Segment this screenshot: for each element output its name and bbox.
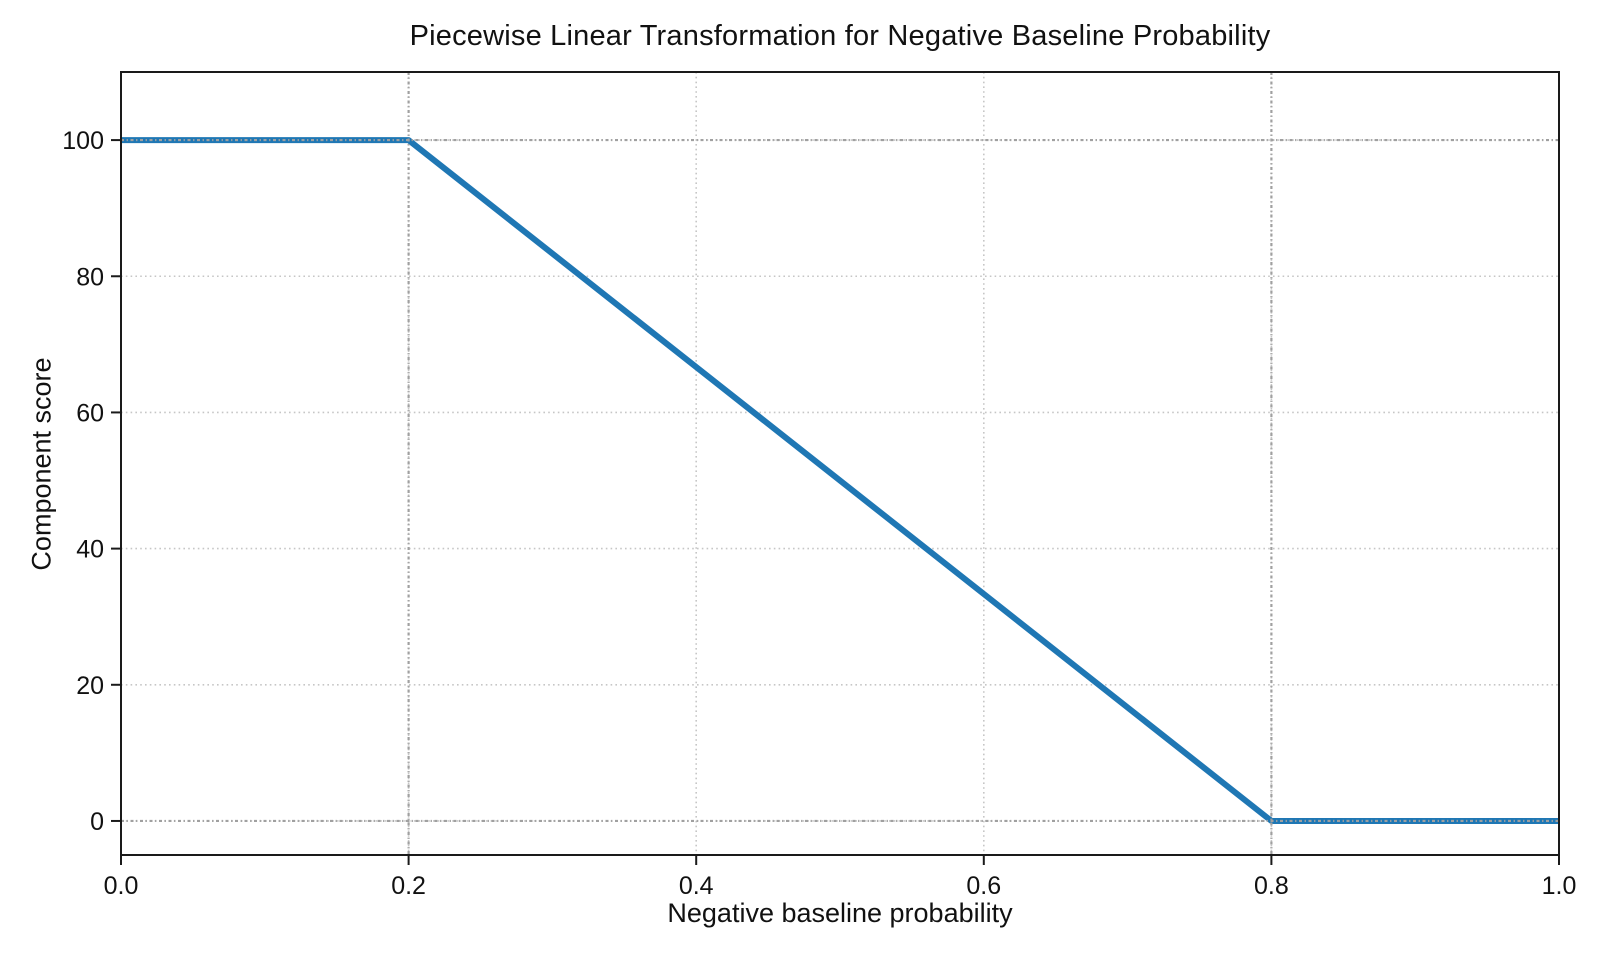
x-tick-label: 0.0: [104, 872, 139, 900]
series-line-component-score: [121, 137, 1559, 824]
x-tick-label: 0.6: [966, 872, 1001, 900]
x-tick-label: 1.0: [1542, 872, 1577, 900]
x-tick-label: 0.4: [679, 872, 714, 900]
x-tick-label: 0.2: [391, 872, 426, 900]
y-tick-label: 80: [76, 263, 104, 291]
x-tick-label: 0.8: [1254, 872, 1289, 900]
y-tick-label: 40: [76, 536, 104, 564]
chart-title: Piecewise Linear Transformation for Nega…: [409, 20, 1271, 52]
y-tick-label: 20: [76, 672, 104, 700]
axes-spines: [120, 71, 1560, 856]
y-tick-label: 60: [76, 399, 104, 427]
x-axis-label: Negative baseline probability: [667, 898, 1013, 928]
y-tick-label: 0: [90, 808, 104, 836]
y-tick-label: 100: [62, 127, 104, 155]
